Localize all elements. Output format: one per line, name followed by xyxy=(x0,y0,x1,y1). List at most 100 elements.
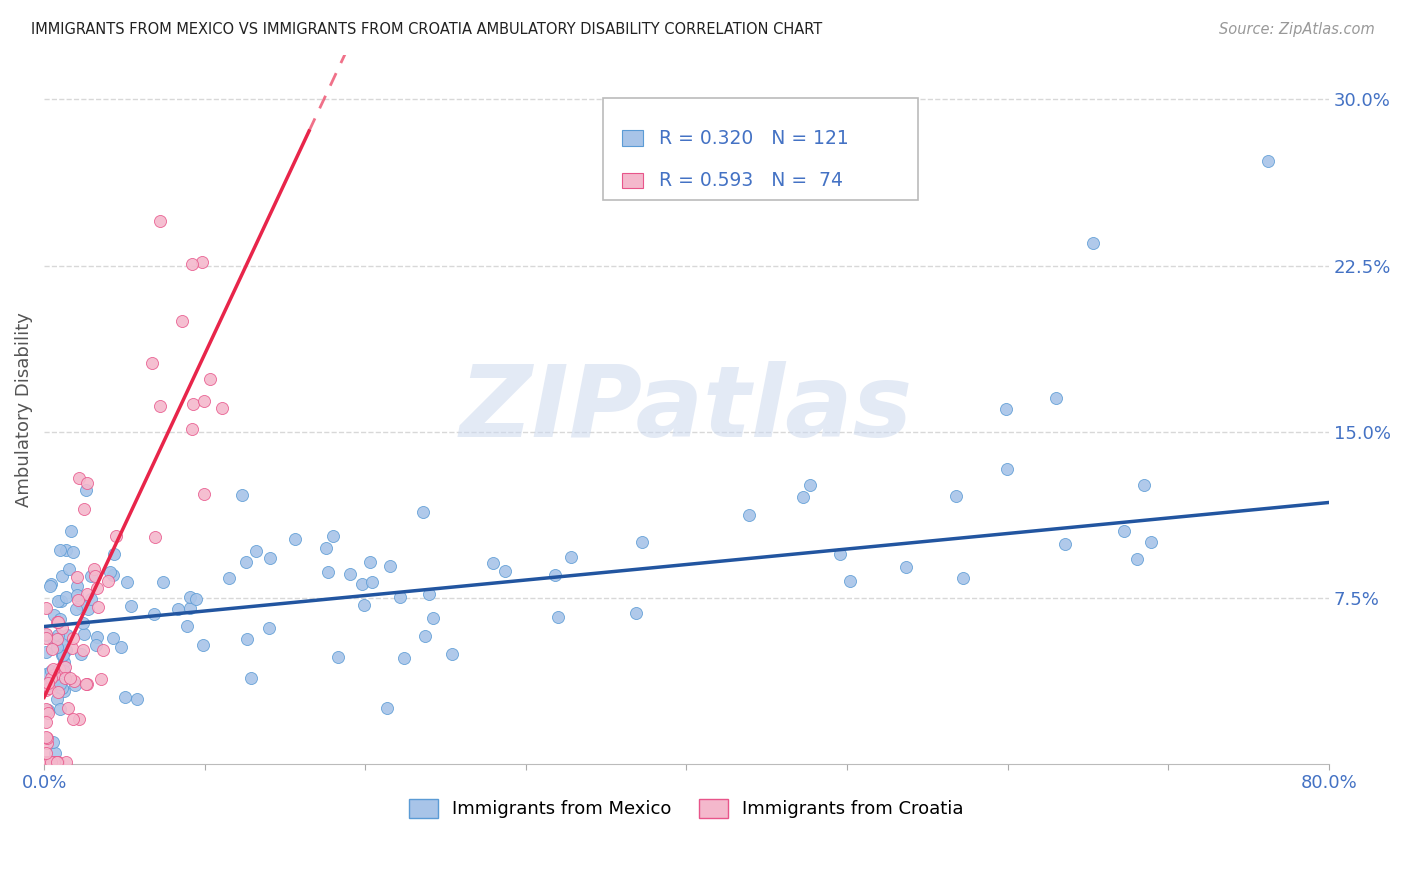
Point xyxy=(945,489,967,503)
Point xyxy=(388,590,411,604)
Point xyxy=(1045,392,1067,406)
Point xyxy=(51,621,73,635)
Point xyxy=(76,476,98,491)
Point xyxy=(141,356,163,370)
Point xyxy=(65,602,87,616)
Point xyxy=(42,668,65,682)
Point xyxy=(46,755,69,769)
Point xyxy=(58,700,80,714)
Point xyxy=(53,659,76,673)
Point xyxy=(322,529,344,543)
Point xyxy=(1139,535,1161,549)
Point xyxy=(375,700,398,714)
Point xyxy=(839,574,862,589)
Point xyxy=(52,665,75,679)
Point xyxy=(38,755,60,769)
Point xyxy=(76,677,98,691)
Point xyxy=(67,470,90,484)
Point xyxy=(626,606,648,620)
Point xyxy=(179,600,201,615)
Point xyxy=(193,487,215,501)
Point xyxy=(35,667,58,681)
Point xyxy=(1081,236,1104,251)
Text: ZIPatlas: ZIPatlas xyxy=(460,361,912,458)
Point xyxy=(48,611,70,625)
Point xyxy=(352,577,374,591)
Point xyxy=(413,629,436,643)
Point xyxy=(218,570,240,584)
Point xyxy=(53,656,76,670)
Point xyxy=(76,587,98,601)
Point xyxy=(257,621,280,635)
Point xyxy=(35,600,58,615)
Point xyxy=(494,565,516,579)
Point xyxy=(48,662,70,676)
Point xyxy=(39,576,62,591)
Point xyxy=(995,461,1018,475)
Point xyxy=(896,560,918,574)
Point xyxy=(72,615,94,630)
Point xyxy=(105,529,128,543)
Point xyxy=(60,641,83,656)
Point xyxy=(49,542,72,557)
Point xyxy=(35,704,58,718)
Point xyxy=(75,677,97,691)
Point xyxy=(37,736,59,750)
Point xyxy=(37,731,59,746)
Point xyxy=(42,632,65,646)
Point xyxy=(55,542,77,557)
Point xyxy=(67,713,90,727)
Point xyxy=(103,547,125,561)
Point xyxy=(143,530,166,544)
Point xyxy=(58,562,80,576)
Point xyxy=(152,575,174,590)
Point xyxy=(63,678,86,692)
Point xyxy=(45,615,67,629)
Point xyxy=(42,607,65,622)
Point xyxy=(46,684,69,698)
Point xyxy=(143,607,166,621)
Point xyxy=(46,594,69,608)
Point xyxy=(35,746,58,760)
Point xyxy=(55,755,77,769)
Point xyxy=(35,755,58,769)
Point xyxy=(560,550,582,565)
Point xyxy=(62,632,84,646)
Point xyxy=(630,534,652,549)
Point xyxy=(284,533,307,547)
Point xyxy=(44,746,66,760)
Point xyxy=(46,679,69,693)
Point xyxy=(1133,477,1156,491)
Point xyxy=(359,555,381,569)
Point xyxy=(952,571,974,585)
Point xyxy=(35,679,58,693)
Point xyxy=(51,648,73,662)
Point xyxy=(66,588,89,602)
Point xyxy=(1054,537,1077,551)
Point xyxy=(49,677,72,691)
Point xyxy=(51,681,73,695)
Point xyxy=(176,619,198,633)
Point xyxy=(37,675,59,690)
Point xyxy=(35,702,58,716)
Point xyxy=(75,483,97,498)
Point xyxy=(59,671,82,685)
Point xyxy=(181,257,204,271)
Point xyxy=(127,691,149,706)
Point xyxy=(360,574,382,589)
Point xyxy=(86,630,108,644)
Point xyxy=(35,632,58,646)
Point xyxy=(48,702,70,716)
Point xyxy=(46,691,69,706)
Point xyxy=(35,714,58,729)
Point xyxy=(110,640,132,654)
Point xyxy=(245,543,267,558)
Point xyxy=(378,559,401,574)
Point xyxy=(328,649,350,664)
Point xyxy=(211,401,233,415)
Point xyxy=(72,643,94,657)
Point xyxy=(45,755,67,769)
Point xyxy=(70,598,93,612)
Point xyxy=(80,591,103,606)
Text: R = 0.593   N =  74: R = 0.593 N = 74 xyxy=(659,171,842,190)
